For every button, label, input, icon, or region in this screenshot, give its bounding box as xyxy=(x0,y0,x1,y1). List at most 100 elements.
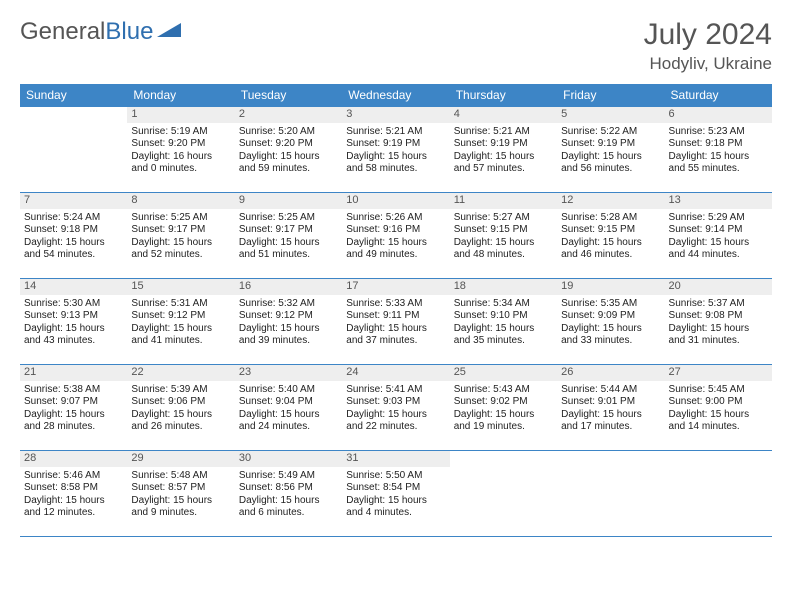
calendar-cell: 26Sunrise: 5:44 AMSunset: 9:01 PMDayligh… xyxy=(557,365,664,451)
location: Hodyliv, Ukraine xyxy=(644,54,772,74)
sunrise-line: Sunrise: 5:19 AM xyxy=(131,126,230,139)
sunset-line: Sunset: 9:13 PM xyxy=(24,310,123,323)
sunrise-line: Sunrise: 5:32 AM xyxy=(239,298,338,311)
daylight-line: Daylight: 15 hours and 33 minutes. xyxy=(561,323,660,348)
calendar-row: 7Sunrise: 5:24 AMSunset: 9:18 PMDaylight… xyxy=(20,193,772,279)
daylight-line: Daylight: 15 hours and 6 minutes. xyxy=(239,495,338,520)
daylight-line: Daylight: 15 hours and 58 minutes. xyxy=(346,151,445,176)
calendar-cell: 9Sunrise: 5:25 AMSunset: 9:17 PMDaylight… xyxy=(235,193,342,279)
calendar-cell: 21Sunrise: 5:38 AMSunset: 9:07 PMDayligh… xyxy=(20,365,127,451)
daylight-line: Daylight: 15 hours and 49 minutes. xyxy=(346,237,445,262)
sunrise-line: Sunrise: 5:28 AM xyxy=(561,212,660,225)
daylight-line: Daylight: 15 hours and 26 minutes. xyxy=(131,409,230,434)
day-number: 20 xyxy=(665,279,772,295)
calendar-cell: 24Sunrise: 5:41 AMSunset: 9:03 PMDayligh… xyxy=(342,365,449,451)
day-number: 11 xyxy=(450,193,557,209)
sunrise-line: Sunrise: 5:25 AM xyxy=(131,212,230,225)
daylight-line: Daylight: 15 hours and 46 minutes. xyxy=(561,237,660,262)
sunrise-line: Sunrise: 5:23 AM xyxy=(669,126,768,139)
daylight-line: Daylight: 15 hours and 17 minutes. xyxy=(561,409,660,434)
day-number: 16 xyxy=(235,279,342,295)
sunrise-line: Sunrise: 5:44 AM xyxy=(561,384,660,397)
calendar-cell: 1Sunrise: 5:19 AMSunset: 9:20 PMDaylight… xyxy=(127,107,234,193)
sunrise-line: Sunrise: 5:48 AM xyxy=(131,470,230,483)
day-number: 10 xyxy=(342,193,449,209)
calendar-cell: 18Sunrise: 5:34 AMSunset: 9:10 PMDayligh… xyxy=(450,279,557,365)
sunset-line: Sunset: 9:15 PM xyxy=(561,224,660,237)
sunset-line: Sunset: 9:18 PM xyxy=(24,224,123,237)
calendar-row: 28Sunrise: 5:46 AMSunset: 8:58 PMDayligh… xyxy=(20,451,772,537)
weekday-header: Friday xyxy=(557,84,664,107)
sunset-line: Sunset: 9:14 PM xyxy=(669,224,768,237)
sunset-line: Sunset: 9:07 PM xyxy=(24,396,123,409)
calendar-cell xyxy=(665,451,772,537)
daylight-line: Daylight: 15 hours and 37 minutes. xyxy=(346,323,445,348)
calendar-cell: 4Sunrise: 5:21 AMSunset: 9:19 PMDaylight… xyxy=(450,107,557,193)
calendar-cell: 2Sunrise: 5:20 AMSunset: 9:20 PMDaylight… xyxy=(235,107,342,193)
daylight-line: Daylight: 15 hours and 59 minutes. xyxy=(239,151,338,176)
sunset-line: Sunset: 9:17 PM xyxy=(131,224,230,237)
sunrise-line: Sunrise: 5:34 AM xyxy=(454,298,553,311)
sunrise-line: Sunrise: 5:41 AM xyxy=(346,384,445,397)
sunset-line: Sunset: 9:17 PM xyxy=(239,224,338,237)
daylight-line: Daylight: 15 hours and 24 minutes. xyxy=(239,409,338,434)
day-number: 25 xyxy=(450,365,557,381)
logo-text-1: General xyxy=(20,18,105,46)
daylight-line: Daylight: 15 hours and 14 minutes. xyxy=(669,409,768,434)
weekday-header: Monday xyxy=(127,84,234,107)
day-number: 22 xyxy=(127,365,234,381)
day-number: 24 xyxy=(342,365,449,381)
day-number: 30 xyxy=(235,451,342,467)
sunset-line: Sunset: 9:20 PM xyxy=(239,138,338,151)
sunset-line: Sunset: 9:19 PM xyxy=(561,138,660,151)
sunrise-line: Sunrise: 5:29 AM xyxy=(669,212,768,225)
calendar-cell: 23Sunrise: 5:40 AMSunset: 9:04 PMDayligh… xyxy=(235,365,342,451)
daylight-line: Daylight: 15 hours and 48 minutes. xyxy=(454,237,553,262)
sunset-line: Sunset: 9:18 PM xyxy=(669,138,768,151)
sunrise-line: Sunrise: 5:46 AM xyxy=(24,470,123,483)
sunrise-line: Sunrise: 5:20 AM xyxy=(239,126,338,139)
calendar-cell: 22Sunrise: 5:39 AMSunset: 9:06 PMDayligh… xyxy=(127,365,234,451)
calendar-cell: 29Sunrise: 5:48 AMSunset: 8:57 PMDayligh… xyxy=(127,451,234,537)
sunset-line: Sunset: 9:00 PM xyxy=(669,396,768,409)
sunset-line: Sunset: 8:58 PM xyxy=(24,482,123,495)
sunrise-line: Sunrise: 5:21 AM xyxy=(346,126,445,139)
sunrise-line: Sunrise: 5:50 AM xyxy=(346,470,445,483)
weekday-header: Thursday xyxy=(450,84,557,107)
sunset-line: Sunset: 9:20 PM xyxy=(131,138,230,151)
day-number: 31 xyxy=(342,451,449,467)
daylight-line: Daylight: 15 hours and 55 minutes. xyxy=(669,151,768,176)
daylight-line: Daylight: 15 hours and 4 minutes. xyxy=(346,495,445,520)
calendar-page: GeneralBlue July 2024 Hodyliv, Ukraine S… xyxy=(0,0,792,547)
sunrise-line: Sunrise: 5:21 AM xyxy=(454,126,553,139)
sunrise-line: Sunrise: 5:49 AM xyxy=(239,470,338,483)
sunset-line: Sunset: 9:12 PM xyxy=(239,310,338,323)
day-number: 19 xyxy=(557,279,664,295)
calendar-cell: 5Sunrise: 5:22 AMSunset: 9:19 PMDaylight… xyxy=(557,107,664,193)
sunset-line: Sunset: 9:19 PM xyxy=(454,138,553,151)
daylight-line: Daylight: 15 hours and 56 minutes. xyxy=(561,151,660,176)
day-number: 8 xyxy=(127,193,234,209)
calendar-cell: 10Sunrise: 5:26 AMSunset: 9:16 PMDayligh… xyxy=(342,193,449,279)
logo: GeneralBlue xyxy=(20,18,183,46)
day-number: 14 xyxy=(20,279,127,295)
sunrise-line: Sunrise: 5:35 AM xyxy=(561,298,660,311)
day-number: 5 xyxy=(557,107,664,123)
calendar-cell: 8Sunrise: 5:25 AMSunset: 9:17 PMDaylight… xyxy=(127,193,234,279)
calendar-row: 1Sunrise: 5:19 AMSunset: 9:20 PMDaylight… xyxy=(20,107,772,193)
sunset-line: Sunset: 9:02 PM xyxy=(454,396,553,409)
day-number: 26 xyxy=(557,365,664,381)
header: GeneralBlue July 2024 Hodyliv, Ukraine xyxy=(20,18,772,74)
sunrise-line: Sunrise: 5:24 AM xyxy=(24,212,123,225)
weekday-header: Wednesday xyxy=(342,84,449,107)
sunrise-line: Sunrise: 5:37 AM xyxy=(669,298,768,311)
day-number: 21 xyxy=(20,365,127,381)
calendar-cell: 17Sunrise: 5:33 AMSunset: 9:11 PMDayligh… xyxy=(342,279,449,365)
sunset-line: Sunset: 9:19 PM xyxy=(346,138,445,151)
weekday-header: Sunday xyxy=(20,84,127,107)
calendar-cell: 3Sunrise: 5:21 AMSunset: 9:19 PMDaylight… xyxy=(342,107,449,193)
day-number: 17 xyxy=(342,279,449,295)
sunrise-line: Sunrise: 5:25 AM xyxy=(239,212,338,225)
calendar-row: 21Sunrise: 5:38 AMSunset: 9:07 PMDayligh… xyxy=(20,365,772,451)
calendar-cell: 31Sunrise: 5:50 AMSunset: 8:54 PMDayligh… xyxy=(342,451,449,537)
